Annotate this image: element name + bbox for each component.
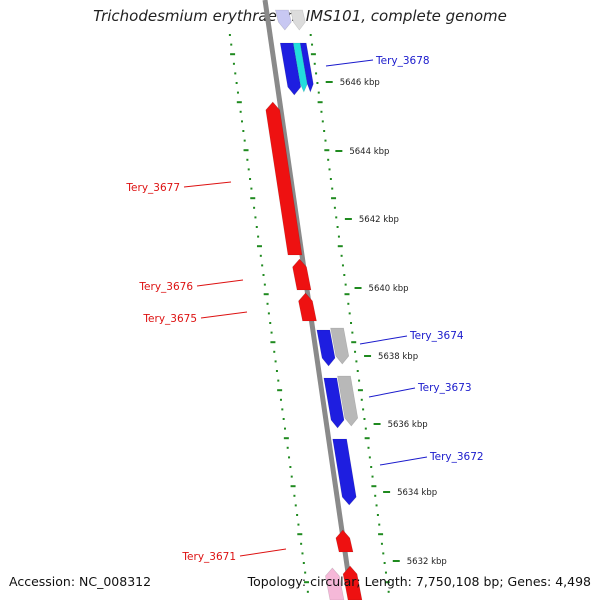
gene-label: Tery_3677 [125,182,180,194]
scale-label: 5638 kbp [378,352,418,362]
gene-label-leader [379,456,428,466]
gene-label-leader [239,548,287,557]
right-tick-ruler [309,34,390,593]
tery-3677-gene [265,101,303,256]
tery-3672-gene [332,438,357,506]
gene-label: Tery_3674 [409,330,464,342]
faded-blue-gene [275,9,292,31]
scale-label: 5640 kbp [369,284,409,294]
gene-label-leader [200,311,248,319]
tery-3675-gene [298,292,317,322]
gene-label: Tery_3672 [429,451,484,463]
topology-text: Topology: circular; Length: 7,750,108 bp… [247,574,591,589]
gene-label: Tery_3673 [417,382,472,394]
scale-labels: 5646 kbp 5644 kbp 5642 kbp 5640 kbp 5638 kbp… [325,78,447,567]
scale-label: 5644 kbp [349,147,389,157]
forward-gene-small [299,42,314,93]
tery-3671-gene [335,529,354,553]
gene-label-leader [368,387,416,398]
gene-label: Tery_3671 [181,551,236,563]
gene-label-leader [196,279,244,287]
gene-label-leader [183,181,232,188]
gene-track [265,9,363,600]
gene-label-leader [325,59,374,67]
gene-label: Tery_3678 [375,55,430,67]
scale-label: 5646 kbp [340,78,380,88]
cyan-gene [292,42,308,93]
tery-3674-gene [316,329,336,367]
tery-3673-gene [323,377,345,429]
gray-gene-b [337,375,359,427]
tery-3678-gene [279,42,302,96]
scale-label: 5642 kbp [359,215,399,225]
pink-gene [325,567,345,600]
faded-gray-gene [290,9,306,31]
scale-label: 5636 kbp [388,420,428,430]
reverse-gene-bottom [342,565,363,600]
gene-labels: Tery_3678 Tery_3677 Tery_3676 Tery_3675 Tery… [125,55,483,563]
gray-gene-a [330,327,350,365]
accession-text: Accession: NC_008312 [9,574,152,589]
gene-label: Tery_3675 [142,313,197,325]
gene-label: Tery_3676 [138,281,193,293]
left-tick-ruler [228,34,310,593]
tery-3676-gene [292,258,312,291]
scale-label: 5634 kbp [397,488,437,498]
scale-label: 5632 kbp [407,557,447,567]
gene-label-leader [359,335,408,345]
